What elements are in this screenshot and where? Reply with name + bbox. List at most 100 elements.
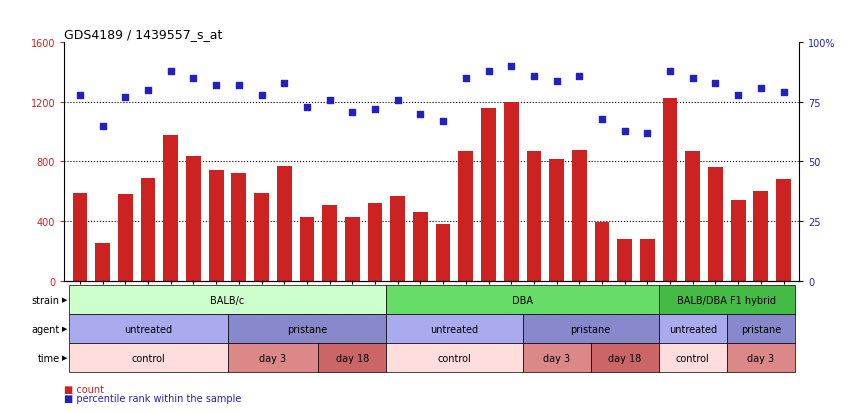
Point	[595, 116, 609, 123]
Bar	[68, 286, 386, 314]
Bar	[345, 217, 360, 281]
Text: ▶: ▶	[62, 355, 67, 361]
Point	[277, 81, 291, 87]
Bar	[658, 315, 727, 343]
Point	[527, 74, 540, 80]
Point	[436, 119, 450, 125]
Bar	[727, 315, 795, 343]
Point	[186, 76, 200, 82]
Bar	[73, 193, 87, 281]
Point	[573, 74, 587, 80]
Text: day 3: day 3	[543, 353, 570, 363]
Point	[459, 76, 473, 82]
Point	[618, 128, 632, 135]
Bar	[731, 201, 746, 281]
Bar	[436, 224, 451, 281]
Bar	[232, 174, 246, 281]
Point	[481, 69, 495, 75]
Point	[232, 83, 245, 89]
Text: day 18: day 18	[608, 353, 641, 363]
Bar	[391, 196, 405, 281]
Bar	[572, 150, 587, 281]
Bar	[708, 168, 722, 281]
Bar	[549, 159, 564, 281]
Bar	[227, 315, 386, 343]
Bar	[617, 239, 632, 281]
Bar	[209, 171, 223, 281]
Bar	[727, 344, 795, 372]
Point	[686, 76, 699, 82]
Bar	[68, 344, 227, 372]
Point	[345, 109, 359, 116]
Text: BALB/c: BALB/c	[210, 295, 245, 305]
Bar	[658, 286, 795, 314]
Bar	[776, 180, 791, 281]
Bar	[141, 178, 156, 281]
Point	[74, 92, 87, 99]
Point	[255, 92, 268, 99]
Text: control: control	[131, 353, 165, 363]
Bar	[658, 344, 727, 372]
Bar	[663, 98, 677, 281]
Text: day 3: day 3	[259, 353, 286, 363]
Text: untreated: untreated	[430, 324, 479, 334]
Bar	[686, 152, 700, 281]
Text: strain: strain	[32, 295, 60, 305]
Bar	[386, 315, 522, 343]
Point	[96, 123, 109, 130]
Text: untreated: untreated	[669, 324, 716, 334]
Point	[640, 130, 654, 137]
Text: pristane: pristane	[740, 324, 781, 334]
Point	[754, 85, 768, 92]
Point	[369, 107, 382, 113]
Point	[209, 83, 223, 89]
Point	[709, 81, 722, 87]
Point	[414, 111, 428, 118]
Text: control: control	[438, 353, 471, 363]
Text: day 3: day 3	[747, 353, 775, 363]
Bar	[277, 166, 292, 281]
Point	[776, 90, 790, 97]
Text: control: control	[676, 353, 710, 363]
Text: GDS4189 / 1439557_s_at: GDS4189 / 1439557_s_at	[64, 28, 222, 41]
Bar	[186, 156, 201, 281]
Bar	[594, 223, 610, 281]
Text: pristane: pristane	[286, 324, 327, 334]
Text: ■ count: ■ count	[64, 385, 104, 394]
Bar	[318, 344, 386, 372]
Bar	[95, 244, 110, 281]
Bar	[591, 344, 658, 372]
Point	[504, 64, 518, 70]
Point	[119, 95, 133, 101]
Bar	[299, 217, 315, 281]
Text: DBA: DBA	[512, 295, 533, 305]
Bar	[504, 103, 519, 281]
Text: ■ percentile rank within the sample: ■ percentile rank within the sample	[64, 393, 241, 403]
Bar	[227, 344, 318, 372]
Bar	[368, 204, 382, 281]
Bar	[322, 205, 337, 281]
Point	[391, 97, 404, 104]
Text: day 18: day 18	[336, 353, 369, 363]
Point	[550, 78, 563, 85]
Bar	[413, 213, 428, 281]
Text: BALB/DBA F1 hybrid: BALB/DBA F1 hybrid	[677, 295, 776, 305]
Text: ▶: ▶	[62, 297, 67, 303]
Point	[300, 104, 314, 111]
Text: time: time	[38, 353, 60, 363]
Bar	[458, 152, 473, 281]
Bar	[386, 286, 658, 314]
Bar	[753, 192, 769, 281]
Bar	[68, 315, 227, 343]
Point	[731, 92, 745, 99]
Text: pristane: pristane	[570, 324, 610, 334]
Text: agent: agent	[32, 324, 60, 334]
Bar	[522, 315, 658, 343]
Point	[323, 97, 337, 104]
Bar	[481, 109, 496, 281]
Bar	[386, 344, 522, 372]
Text: ▶: ▶	[62, 326, 67, 332]
Bar	[640, 239, 655, 281]
Point	[164, 69, 178, 75]
Bar	[163, 135, 178, 281]
